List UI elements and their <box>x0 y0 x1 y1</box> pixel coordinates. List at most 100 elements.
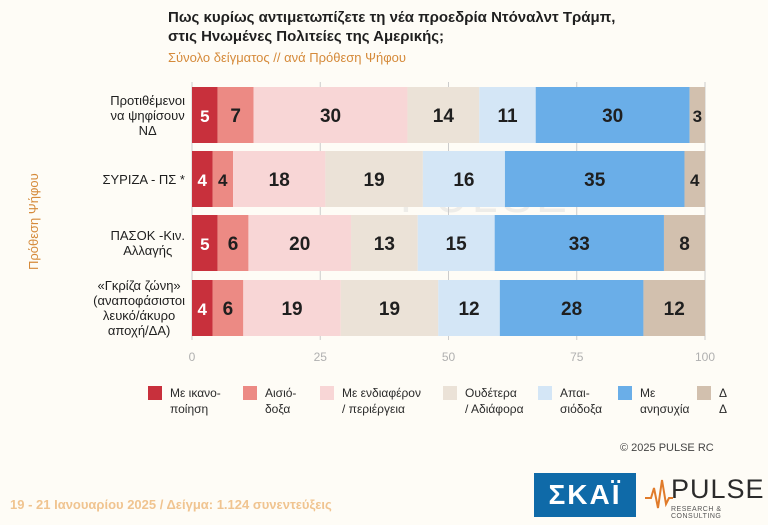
bar-segment <box>663 215 705 271</box>
x-tick-label: 75 <box>570 350 584 364</box>
category-label: Προτιθέμενοι να ψηφίσουν ΝΔ <box>0 87 185 143</box>
x-tick-label: 0 <box>189 350 196 364</box>
data-label: 4 <box>690 171 700 190</box>
pulse-logo-text: PULSE <box>671 474 765 504</box>
x-tick-label: 50 <box>442 350 456 364</box>
bar-segment <box>438 280 500 336</box>
data-label: 11 <box>497 106 518 127</box>
bar-segment <box>212 280 244 336</box>
data-label: 5 <box>200 107 209 126</box>
bar-segment <box>253 87 408 143</box>
legend-label: Ουδέτερα / Αδιάφορα <box>465 386 524 416</box>
category-label-line: ΝΔ <box>138 122 157 138</box>
bar-segment <box>689 87 705 143</box>
data-label: 28 <box>561 299 582 320</box>
legend-item: Δ Δ <box>697 385 727 417</box>
data-label: 15 <box>446 234 468 255</box>
category-label: ΣΥΡΙΖΑ - ΠΣ * <box>0 151 185 207</box>
category-label: ΠΑΣΟΚ -Κιν. Αλλαγής <box>0 215 186 271</box>
data-label: 30 <box>602 106 623 127</box>
category-label-text: «Γκρίζα ζώνη» (αναποφάσιστοι λευκό/άκυρο απ… <box>93 278 185 338</box>
category-label-text: ΠΑΣΟΚ -Κιν. Αλλαγής <box>111 228 186 258</box>
title-line-2: στις Ηνωμένες Πολιτείες της Αμερικής; <box>168 28 445 45</box>
data-label: 19 <box>364 170 385 191</box>
legend-label: Με ικανο- ποίηση <box>170 386 221 416</box>
category-label-line: λευκό/άκυρο <box>102 308 176 323</box>
data-label: 3 <box>693 107 702 126</box>
bar-segment <box>535 87 690 143</box>
data-label: 35 <box>584 170 606 191</box>
bar-segment <box>684 151 705 207</box>
bar-segment <box>351 215 418 271</box>
category-label-line: ΠΑΣΟΚ -Κιν. <box>110 228 186 243</box>
data-label: 8 <box>679 234 690 255</box>
bar-segment <box>422 151 505 207</box>
bar-segment <box>417 215 495 271</box>
legend-label: Με ενδιαφέρον / περιέργεια <box>342 386 421 416</box>
data-label: 12 <box>664 299 685 320</box>
data-label: 5 <box>200 235 209 254</box>
category-label: «Γκρίζα ζώνη» (αναποφάσιστοι λευκό/άκυρο απ… <box>0 278 185 338</box>
bar-segment <box>407 87 480 143</box>
copyright: © 2025 PULSE RC <box>620 442 714 454</box>
bar-segment <box>212 151 234 207</box>
bar-segment <box>217 87 254 143</box>
data-label: 16 <box>453 170 474 191</box>
pulse-logo-subtext: RESEARCH & CONSULTING <box>671 506 722 520</box>
legend-item: Απαι- σιόδοξα <box>538 385 602 417</box>
category-label-line: Προτιθέμενοι <box>110 92 185 108</box>
legend-item: Με ικανο- ποίηση <box>148 385 221 417</box>
bar-segment <box>217 215 249 271</box>
legend-swatch <box>538 386 552 400</box>
bar-segment <box>340 280 439 336</box>
category-label-line: Αλλαγής <box>123 243 173 258</box>
data-label: 19 <box>379 299 400 320</box>
data-label: 12 <box>458 299 479 320</box>
category-label-line: ΣΥΡΙΖΑ - ΠΣ * <box>102 171 185 187</box>
data-label: 13 <box>374 234 395 255</box>
pulse-logo: PULSE RESEARCH & CONSULTING <box>645 474 765 520</box>
chart-subtitle: Σύνολο δείγματος // ανά Πρόθεση Ψήφου <box>168 50 406 65</box>
data-label: 7 <box>230 106 241 127</box>
data-label: 14 <box>433 106 455 127</box>
category-label-line: αποχή/ΔΑ) <box>107 323 171 338</box>
category-label-line: «Γκρίζα ζώνη» <box>97 278 181 293</box>
legend-swatch <box>618 386 632 400</box>
legend-swatch <box>320 386 334 400</box>
bar-segment <box>504 151 685 207</box>
bar-segment <box>192 87 218 143</box>
data-label: 33 <box>569 234 590 255</box>
bar-segment <box>479 87 536 143</box>
legend-swatch <box>148 386 162 400</box>
chart-title: Πως κυρίως αντιμετωπίζετε τη νέα προεδρί… <box>168 8 728 46</box>
footer-date-sample: 19 - 21 Ιανουαρίου 2025 / Δείγμα: 1.124 … <box>10 497 332 512</box>
data-label: 4 <box>198 300 208 319</box>
data-label: 4 <box>198 171 208 190</box>
legend-swatch <box>443 386 457 400</box>
bar-segment <box>192 151 213 207</box>
legend-label: Δ Δ <box>719 386 728 416</box>
category-label-line: να ψηφίσουν <box>110 107 185 123</box>
skai-logo: ΣΚΑΪ <box>534 473 636 517</box>
legend-item: Με ενδιαφέρον / περιέργεια <box>320 385 421 417</box>
bar-segment <box>192 280 213 336</box>
category-label-line: (αναποφάσιστοι <box>93 293 185 308</box>
legend-swatch <box>697 386 711 400</box>
data-label: 30 <box>320 106 341 127</box>
bar-segment <box>494 215 664 271</box>
x-tick-label: 100 <box>695 350 715 364</box>
legend-label: Με ανησυχία <box>640 386 690 416</box>
title-line-1: Πως κυρίως αντιμετωπίζετε τη νέα προεδρί… <box>168 9 616 26</box>
legend-item: Ουδέτερα / Αδιάφορα <box>443 385 524 417</box>
pulse-wave-icon <box>645 479 673 509</box>
bar-segment <box>499 280 644 336</box>
data-label: 20 <box>289 234 310 255</box>
bar-segment <box>192 215 218 271</box>
data-label: 4 <box>218 171 228 190</box>
bar-segment <box>643 280 705 336</box>
x-tick-label: 25 <box>314 350 328 364</box>
legend-item: Με ανησυχία <box>618 385 689 417</box>
data-label: 6 <box>223 299 234 320</box>
bar-segment <box>233 151 326 207</box>
